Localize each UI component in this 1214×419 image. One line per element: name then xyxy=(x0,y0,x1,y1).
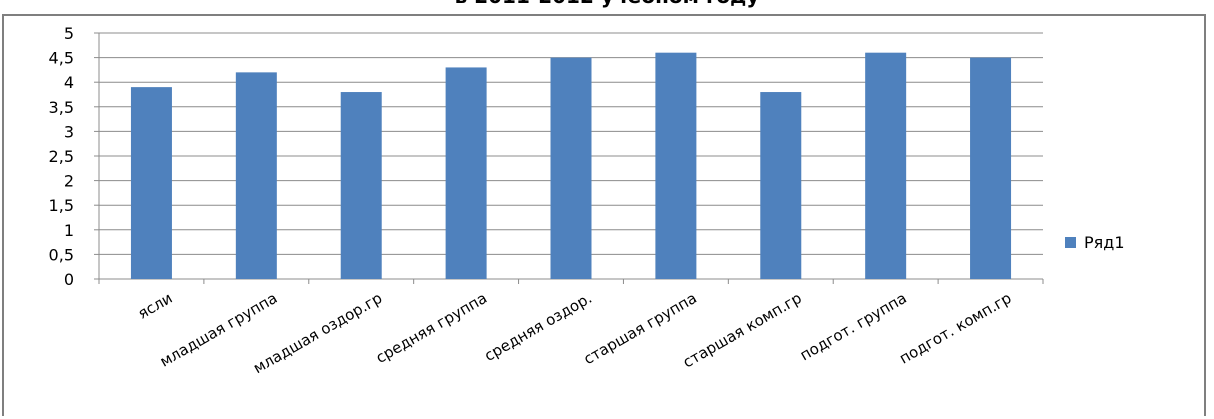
bar xyxy=(130,87,172,280)
legend: Ряд1 xyxy=(1065,233,1125,252)
bar xyxy=(445,67,487,279)
y-tick-label: 5 xyxy=(64,24,74,43)
y-tick-label: 4,5 xyxy=(49,49,74,68)
bar xyxy=(655,52,697,280)
y-tick-label: 1,5 xyxy=(49,196,74,215)
y-tick-label: 0 xyxy=(64,270,74,289)
y-tick-label: 3 xyxy=(64,122,74,141)
chart-frame xyxy=(2,14,1206,416)
x-category-label: старшая комп.гр xyxy=(680,289,805,372)
bar xyxy=(865,52,907,280)
y-tick-label: 4 xyxy=(64,73,74,92)
x-category-label: средняя группа xyxy=(373,289,490,367)
x-category-label: ясли xyxy=(135,289,176,323)
y-tick-label: 1 xyxy=(64,221,74,240)
bar xyxy=(235,72,277,279)
y-axis-tick-labels: 0 0,5 1 1,5 2 2,5 3 3,5 4 4,5 5 xyxy=(49,24,74,289)
x-category-label: подгот. группа xyxy=(797,289,910,364)
bar xyxy=(550,57,592,279)
y-tick-label: 2 xyxy=(64,172,74,191)
chart-title: в 2011-2012 учебном году xyxy=(0,0,1214,8)
legend-swatch-series-1 xyxy=(1065,237,1076,248)
y-tick-label: 0,5 xyxy=(49,245,74,264)
bars xyxy=(130,52,1012,280)
bar xyxy=(760,92,802,279)
bar xyxy=(340,92,382,279)
x-category-label: средняя оздор. xyxy=(481,289,595,365)
bar xyxy=(970,57,1012,279)
x-category-label: подгот. комп.гр xyxy=(896,289,1014,368)
y-tick-label: 2,5 xyxy=(49,147,74,166)
legend-label-series-1: Ряд1 xyxy=(1084,233,1125,252)
y-tick-label: 3,5 xyxy=(49,98,74,117)
